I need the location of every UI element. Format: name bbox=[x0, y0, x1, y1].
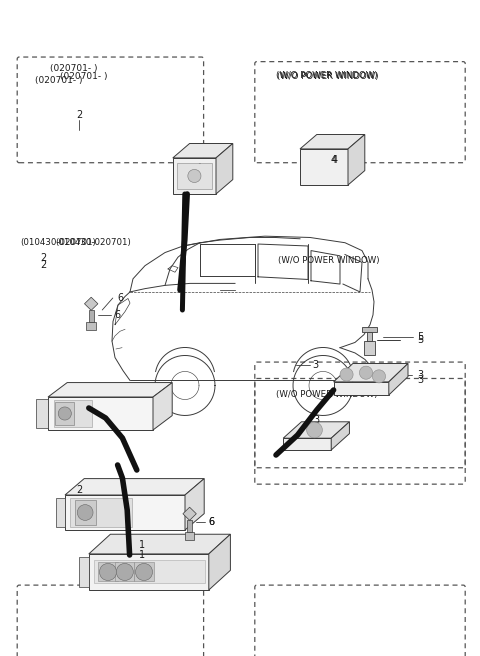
Polygon shape bbox=[98, 562, 118, 581]
Polygon shape bbox=[89, 310, 94, 322]
Text: 6: 6 bbox=[115, 310, 120, 320]
Polygon shape bbox=[89, 554, 209, 590]
Polygon shape bbox=[173, 144, 233, 158]
Text: 4: 4 bbox=[331, 155, 336, 165]
Polygon shape bbox=[209, 534, 230, 590]
Polygon shape bbox=[372, 370, 385, 383]
Polygon shape bbox=[70, 499, 132, 527]
Text: 1: 1 bbox=[139, 540, 144, 550]
Text: (020701- ): (020701- ) bbox=[60, 73, 108, 81]
Text: 3: 3 bbox=[313, 360, 319, 370]
Polygon shape bbox=[56, 499, 65, 527]
Polygon shape bbox=[283, 438, 331, 450]
Text: (020701- ): (020701- ) bbox=[50, 64, 98, 73]
Circle shape bbox=[58, 407, 72, 420]
Text: 4: 4 bbox=[195, 163, 201, 173]
Polygon shape bbox=[360, 366, 372, 379]
Polygon shape bbox=[362, 327, 377, 332]
Circle shape bbox=[99, 564, 117, 581]
Polygon shape bbox=[216, 144, 233, 194]
Polygon shape bbox=[54, 400, 92, 426]
Circle shape bbox=[77, 504, 93, 520]
Polygon shape bbox=[177, 163, 212, 190]
Polygon shape bbox=[185, 532, 194, 540]
Text: 3: 3 bbox=[417, 370, 423, 380]
Text: 2: 2 bbox=[76, 110, 83, 120]
Polygon shape bbox=[84, 297, 98, 310]
Polygon shape bbox=[89, 534, 230, 554]
Text: (020701- ): (020701- ) bbox=[35, 75, 83, 85]
Text: 5: 5 bbox=[417, 332, 423, 342]
Polygon shape bbox=[300, 149, 348, 185]
Text: 6: 6 bbox=[208, 517, 214, 527]
Text: (W/O POWER WINDOW): (W/O POWER WINDOW) bbox=[277, 73, 379, 81]
Circle shape bbox=[188, 169, 201, 182]
Text: 5: 5 bbox=[417, 335, 423, 345]
Text: (W/O POWER WINDOW): (W/O POWER WINDOW) bbox=[276, 71, 377, 80]
Polygon shape bbox=[307, 422, 323, 438]
Polygon shape bbox=[48, 397, 153, 430]
Polygon shape bbox=[65, 479, 204, 495]
Text: 2: 2 bbox=[76, 485, 83, 495]
Polygon shape bbox=[36, 399, 48, 428]
Polygon shape bbox=[65, 495, 185, 530]
Circle shape bbox=[135, 564, 153, 581]
Text: 6: 6 bbox=[117, 293, 123, 303]
Polygon shape bbox=[348, 134, 365, 185]
Circle shape bbox=[116, 564, 133, 581]
Polygon shape bbox=[340, 368, 353, 381]
Polygon shape bbox=[364, 340, 375, 355]
Text: (W/O POWER WINDOW): (W/O POWER WINDOW) bbox=[276, 390, 377, 400]
Polygon shape bbox=[183, 507, 196, 520]
Text: 2: 2 bbox=[40, 253, 47, 263]
Text: 3: 3 bbox=[417, 375, 423, 385]
Polygon shape bbox=[79, 557, 89, 586]
Text: 3: 3 bbox=[314, 415, 320, 425]
Polygon shape bbox=[115, 562, 134, 581]
Text: (010430-020701): (010430-020701) bbox=[20, 239, 96, 247]
Text: 1: 1 bbox=[139, 550, 144, 560]
Polygon shape bbox=[334, 363, 408, 382]
Polygon shape bbox=[389, 363, 408, 395]
Polygon shape bbox=[334, 382, 389, 395]
Polygon shape bbox=[173, 158, 216, 194]
Text: (W/O POWER WINDOW): (W/O POWER WINDOW) bbox=[278, 255, 380, 264]
Polygon shape bbox=[86, 322, 96, 330]
Polygon shape bbox=[367, 332, 372, 340]
Text: 4: 4 bbox=[332, 155, 338, 165]
Polygon shape bbox=[134, 562, 154, 581]
Polygon shape bbox=[300, 134, 365, 149]
Polygon shape bbox=[187, 520, 192, 532]
Polygon shape bbox=[283, 422, 349, 438]
Text: (010430-020701): (010430-020701) bbox=[55, 239, 131, 247]
Polygon shape bbox=[331, 422, 349, 450]
Polygon shape bbox=[48, 382, 172, 397]
Polygon shape bbox=[185, 479, 204, 530]
Polygon shape bbox=[74, 501, 96, 525]
Text: 4: 4 bbox=[195, 163, 201, 173]
Text: 2: 2 bbox=[40, 260, 47, 270]
Text: 6: 6 bbox=[208, 517, 214, 527]
Polygon shape bbox=[153, 382, 172, 430]
Polygon shape bbox=[55, 401, 74, 425]
Polygon shape bbox=[94, 560, 205, 583]
